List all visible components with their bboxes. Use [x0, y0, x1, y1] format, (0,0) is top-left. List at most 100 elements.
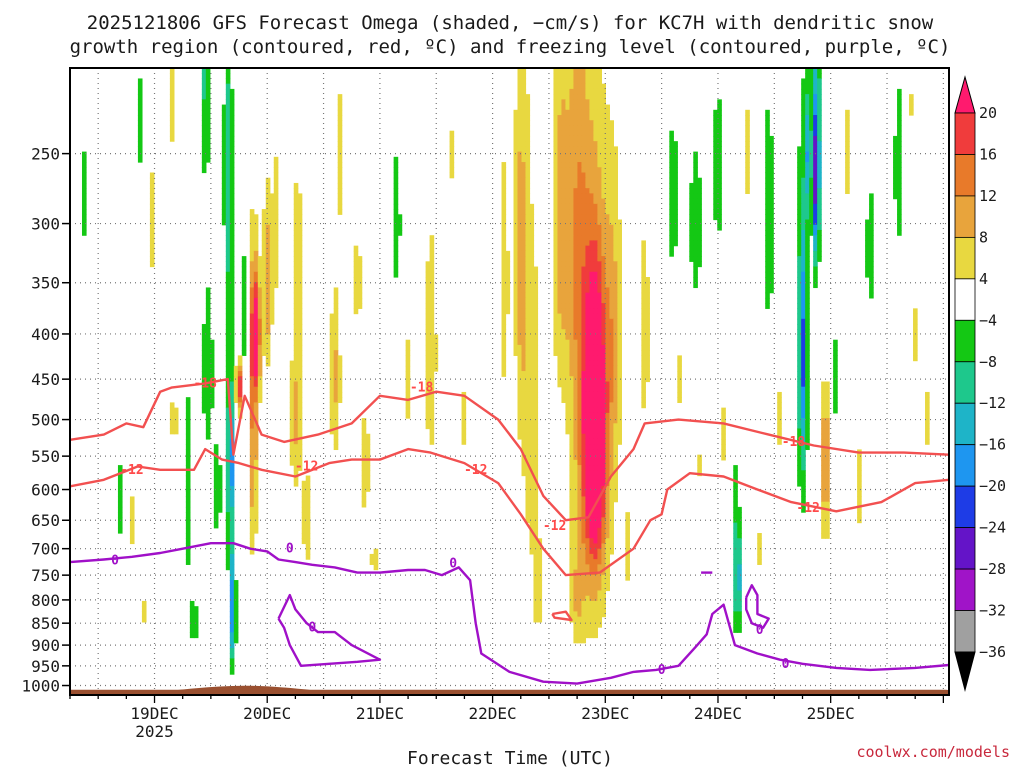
omega-cell — [429, 371, 435, 377]
omega-cell — [585, 350, 591, 356]
omega-cell — [593, 303, 598, 309]
omega-cell — [805, 240, 810, 247]
omega-cell — [745, 167, 750, 174]
omega-cell — [601, 418, 606, 424]
omega-cell — [517, 240, 523, 247]
omega-cell — [609, 329, 614, 336]
omega-cell — [561, 287, 567, 294]
omega-cell — [565, 355, 571, 362]
omega-cell — [533, 553, 539, 560]
omega-cell — [585, 271, 591, 278]
omega-cell — [689, 235, 694, 242]
omega-cell — [869, 214, 874, 221]
omega-cell — [553, 334, 559, 341]
omega-cell — [569, 203, 575, 210]
omega-cell — [557, 266, 563, 273]
omega-cell — [825, 459, 830, 466]
omega-cell — [537, 611, 543, 618]
omega-cell — [733, 559, 738, 565]
omega-cell — [809, 99, 814, 106]
omega-cell — [229, 365, 235, 372]
omega-cell — [265, 235, 271, 242]
omega-cell — [553, 224, 559, 231]
omega-cell — [525, 177, 531, 184]
omega-cell — [289, 438, 295, 445]
omega-cell — [425, 313, 431, 320]
omega-cell — [593, 590, 598, 597]
omega-cell — [229, 553, 235, 560]
omega-cell — [593, 627, 598, 633]
omega-cell — [513, 324, 519, 330]
omega-cell — [201, 344, 207, 351]
omega-cell — [229, 94, 235, 100]
omega-cell — [669, 198, 674, 205]
colorbar-label: −28 — [979, 560, 1006, 578]
omega-cell — [561, 83, 567, 90]
omega-cell — [253, 313, 259, 320]
omega-cell — [573, 182, 579, 189]
omega-cell — [265, 344, 271, 351]
omega-cell — [593, 282, 598, 289]
omega-cell — [529, 318, 535, 325]
omega-cell — [573, 496, 579, 503]
omega-cell — [589, 266, 595, 273]
omega-cell — [521, 292, 527, 299]
omega-cell — [565, 371, 571, 377]
omega-cell — [513, 109, 519, 116]
omega-cell — [337, 115, 343, 121]
omega-cell — [525, 297, 531, 304]
omega-cell — [605, 250, 610, 257]
omega-cell — [501, 334, 507, 341]
omega-cell — [521, 256, 527, 262]
omega-cell — [573, 538, 579, 545]
omega-cell — [565, 188, 571, 194]
omega-cell — [893, 156, 898, 163]
omega-cell — [801, 282, 806, 289]
omega-cell — [561, 250, 567, 257]
omega-cell — [625, 517, 630, 524]
omega-cell — [265, 219, 271, 226]
omega-cell — [185, 553, 191, 560]
omega-cell — [365, 465, 371, 471]
omega-cell — [297, 412, 303, 419]
omega-cell — [201, 402, 207, 409]
omega-cell — [517, 308, 523, 315]
omega-cell — [913, 318, 918, 325]
omega-cell — [561, 329, 567, 336]
omega-cell — [801, 313, 806, 320]
omega-cell — [513, 297, 519, 304]
omega-cell — [185, 480, 191, 487]
freezing-level-contour — [745, 584, 770, 629]
omega-cell — [273, 177, 279, 184]
omega-cell — [265, 256, 271, 262]
omega-cell — [605, 214, 610, 221]
omega-cell — [533, 402, 539, 409]
omega-cell — [225, 177, 231, 184]
omega-cell — [605, 193, 610, 200]
omega-cell — [593, 454, 598, 461]
omega-cell — [585, 193, 591, 200]
omega-cell — [513, 318, 519, 325]
omega-cell — [581, 287, 587, 294]
omega-cell — [337, 381, 343, 388]
omega-cell — [605, 151, 610, 158]
omega-cell — [533, 569, 539, 576]
omega-cell — [297, 303, 303, 309]
omega-cell — [205, 94, 211, 100]
omega-cell — [581, 527, 587, 534]
omega-cell — [613, 188, 618, 194]
omega-cell — [557, 282, 563, 289]
omega-cell — [569, 553, 575, 560]
omega-cell — [805, 172, 810, 179]
omega-cell — [393, 172, 399, 179]
omega-cell — [525, 271, 531, 278]
omega-cell — [577, 104, 583, 111]
omega-cell — [745, 141, 750, 147]
omega-cell — [517, 339, 523, 346]
omega-cell — [597, 188, 602, 194]
omega-cell — [525, 209, 531, 215]
omega-cell — [805, 109, 810, 116]
omega-cell — [229, 371, 235, 377]
omega-cell — [825, 454, 830, 461]
omega-cell — [801, 156, 806, 163]
